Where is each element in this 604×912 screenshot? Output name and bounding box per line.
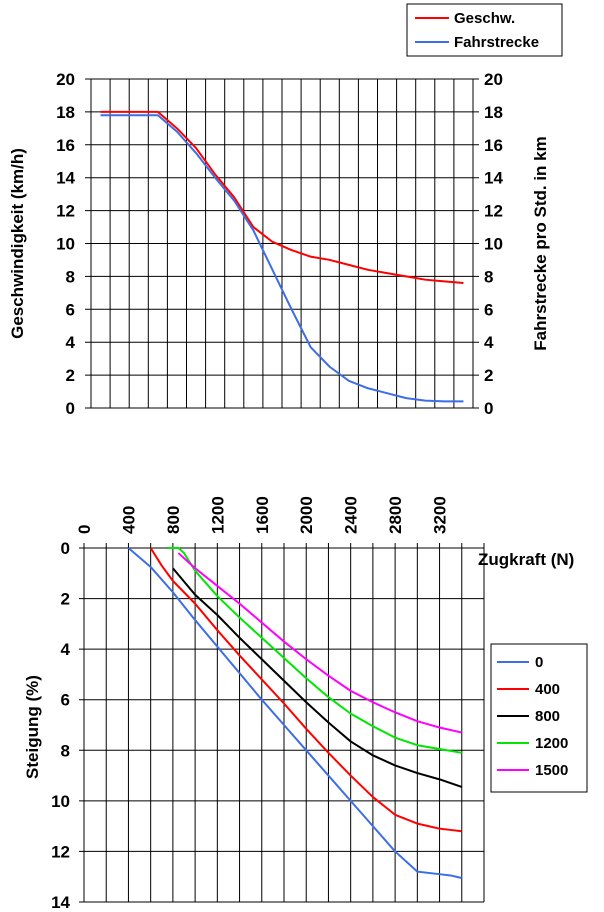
- x-tick-label: 1200: [208, 496, 227, 534]
- y-tick-label: 4: [66, 333, 76, 352]
- y2-tick-label: 6: [484, 300, 493, 319]
- x-tick-label: 2800: [386, 496, 405, 534]
- y-tick-label: 0: [66, 399, 75, 418]
- legend-box: [490, 643, 588, 793]
- y-tick-label: 18: [56, 103, 75, 122]
- series-line-1500: [177, 552, 462, 734]
- y2-tick-label: 4: [484, 333, 494, 352]
- y-tick-label: 12: [51, 842, 70, 861]
- y-tick-label: 4: [61, 640, 71, 659]
- y-tick-label: 8: [61, 741, 70, 760]
- y-axis-title: Steigung (%): [23, 675, 42, 779]
- series-line-400: [149, 547, 462, 833]
- legend-label: 400: [535, 681, 560, 698]
- y2-tick-label: 10: [484, 235, 503, 254]
- y-tick-label: 10: [56, 235, 75, 254]
- y-tick-label: 0: [61, 539, 70, 558]
- y2-tick-label: 14: [484, 169, 503, 188]
- y-tick-label: 16: [56, 136, 75, 155]
- legend-label: 800: [535, 708, 560, 725]
- series-line-fahrstrecke: [100, 114, 464, 403]
- legend-box: [406, 3, 563, 57]
- series-line-0: [127, 547, 462, 879]
- legend-label: 1500: [535, 762, 568, 779]
- y-tick-label: 10: [51, 792, 70, 811]
- y-tick-label: 6: [61, 691, 70, 710]
- y-axis-title: Geschwindigkeit (km/h): [8, 148, 27, 339]
- x-tick-label: 3200: [431, 496, 450, 534]
- y2-tick-label: 8: [484, 267, 493, 286]
- y2-tick-label: 18: [484, 103, 503, 122]
- series-line-geschw: [100, 110, 464, 284]
- y-tick-label: 2: [66, 366, 75, 385]
- legend-label: Geschw.: [454, 10, 515, 27]
- y-tick-label: 6: [66, 300, 75, 319]
- y-tick-label: 8: [66, 267, 75, 286]
- legend-label: Fahrstrecke: [454, 34, 539, 51]
- y-tick-label: 20: [56, 70, 75, 89]
- y-tick-label: 14: [56, 169, 75, 188]
- x-tick-label: 2400: [342, 496, 361, 534]
- x-tick-label: 800: [164, 506, 183, 534]
- x-axis-title: Zugkraft (N): [478, 550, 574, 569]
- series-line-800: [172, 567, 463, 788]
- x-tick-label: 2000: [297, 496, 316, 534]
- x-tick-label: 0: [75, 525, 94, 534]
- y2-tick-label: 20: [484, 70, 503, 89]
- y-tick-label: 2: [61, 590, 70, 609]
- y2-tick-label: 2: [484, 366, 493, 385]
- x-tick-label: 400: [119, 506, 138, 534]
- legend-label: 1200: [535, 735, 568, 752]
- y-tick-label: 14: [51, 893, 70, 912]
- x-tick-label: 1600: [253, 496, 272, 534]
- y2-axis-title: Fahrstrecke pro Std. in km: [531, 136, 550, 350]
- legend-label: 0: [535, 654, 543, 671]
- y2-tick-label: 16: [484, 136, 503, 155]
- y2-tick-label: 12: [484, 202, 503, 221]
- y-tick-label: 12: [56, 202, 75, 221]
- y2-tick-label: 0: [484, 399, 493, 418]
